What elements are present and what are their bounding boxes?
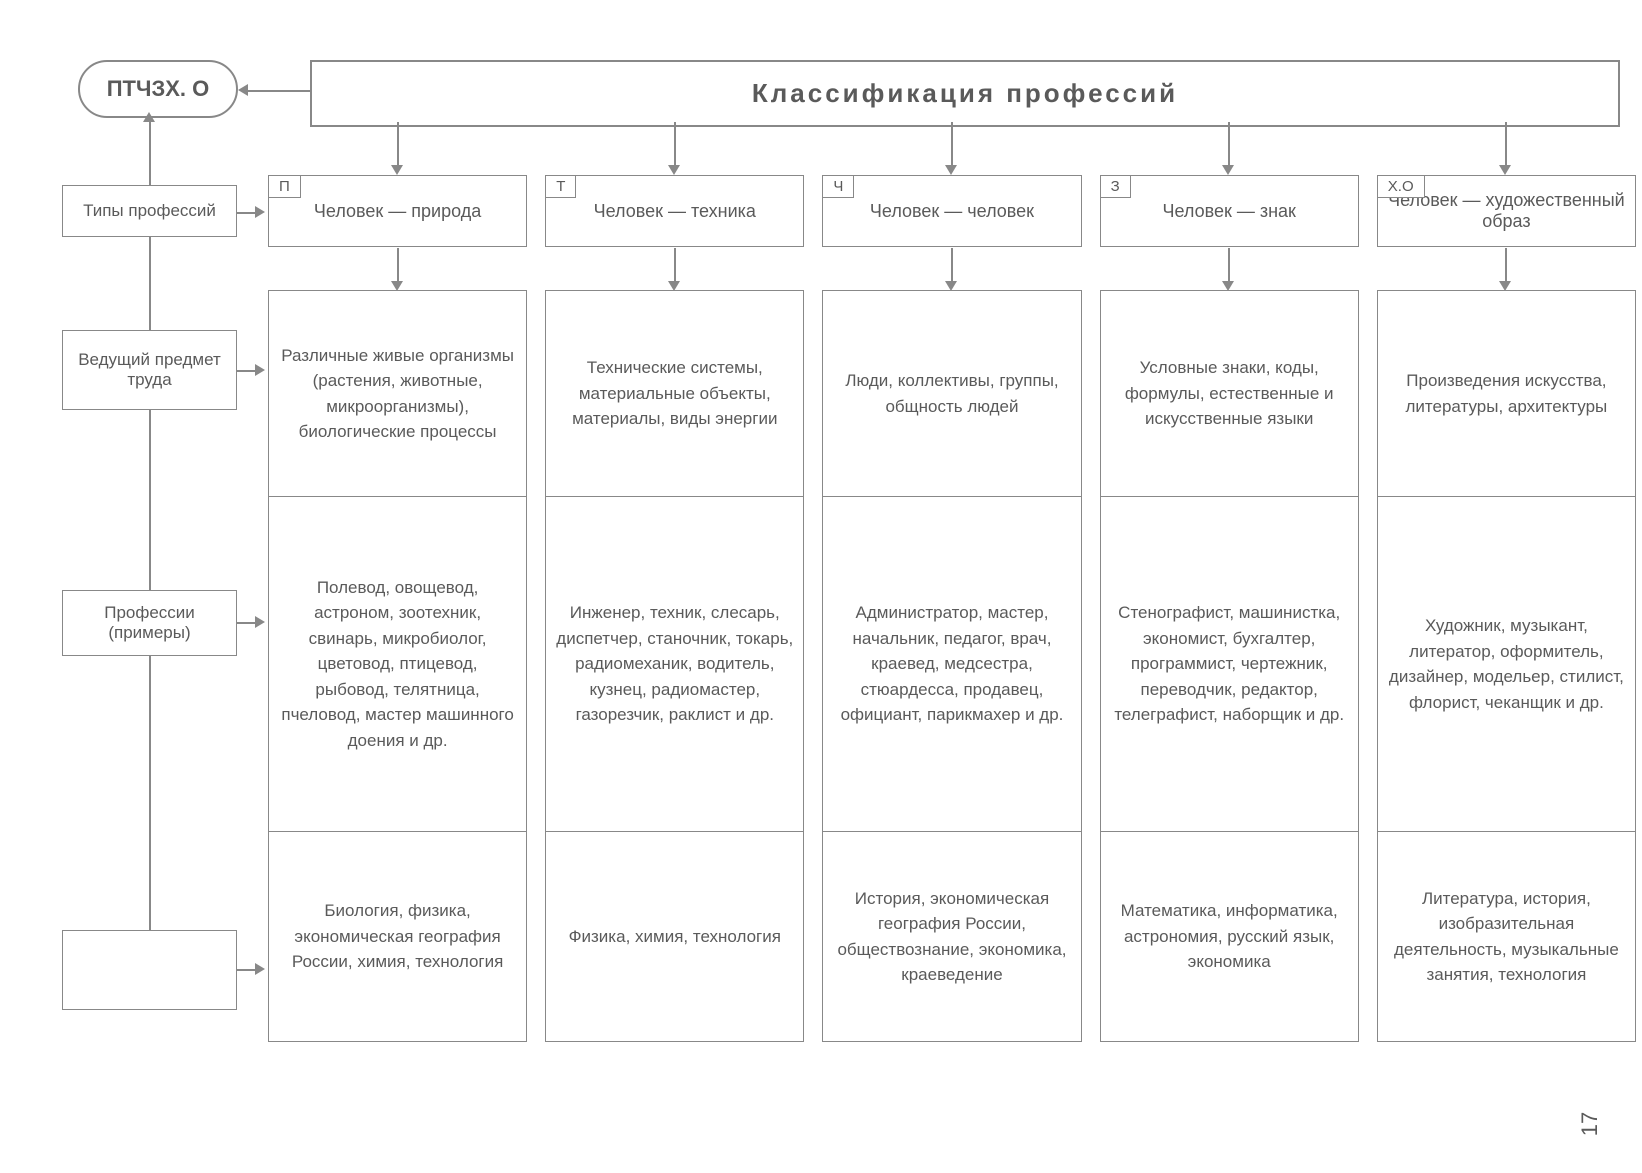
side-label-professions: Профессии (примеры) xyxy=(62,590,237,656)
professions-cell: Полевод, овощевод, астроном, зоотехник, … xyxy=(269,496,526,831)
arrow-icon xyxy=(1222,165,1234,175)
type-cell-z: З Человек — знак xyxy=(1100,175,1359,247)
type-cell-p: П Человек — природа xyxy=(268,175,527,247)
type-cell-xo: Х.О Человек — художественный образ xyxy=(1377,175,1636,247)
subject-cell: Произведения искусства, литературы, архи… xyxy=(1378,291,1635,496)
connector xyxy=(1505,248,1507,283)
subject-cell: Технические системы, материальные объект… xyxy=(546,291,803,496)
side-label-text: Типы профессий xyxy=(83,201,216,221)
side-label-types: Типы профессий xyxy=(62,185,237,237)
connector xyxy=(149,656,151,930)
type-tag: П xyxy=(268,175,301,198)
type-label: Человек — человек xyxy=(870,201,1034,222)
type-tag: Ч xyxy=(822,175,854,198)
type-cell-t: Т Человек — техника xyxy=(545,175,804,247)
professions-cell: Художник, музыкант, литератор, оформител… xyxy=(1378,496,1635,831)
connector xyxy=(397,248,399,283)
type-label: Человек — природа xyxy=(314,201,481,222)
content-grid: Различные живые организмы (растения, жив… xyxy=(268,290,1636,1042)
side-label-text: Профессии (примеры) xyxy=(75,603,224,643)
connector xyxy=(951,122,953,167)
type-tag: Т xyxy=(545,175,576,198)
school-cell: Математика, информатика, астрономия, рус… xyxy=(1101,831,1358,1041)
page-number: 17 xyxy=(1577,1112,1603,1136)
arrow-icon xyxy=(668,165,680,175)
connector xyxy=(237,370,257,372)
connector xyxy=(1228,248,1230,283)
classification-diagram: ПТЧЗХ. О Классификация профессий Типы пр… xyxy=(30,30,1612,1143)
type-row: П Человек — природа Т Человек — техника … xyxy=(268,175,1636,247)
connector xyxy=(397,122,399,167)
title-box: Классификация профессий xyxy=(310,60,1620,127)
connector xyxy=(248,90,310,92)
connector xyxy=(149,410,151,590)
arrow-icon xyxy=(255,364,265,376)
type-label: Человек — знак xyxy=(1162,201,1295,222)
connector xyxy=(1505,122,1507,167)
arrow-icon xyxy=(255,963,265,975)
connector xyxy=(674,122,676,167)
connector xyxy=(149,237,151,330)
side-label-text: Ведущий предмет труда xyxy=(75,350,224,390)
column-xo: Произведения искусства, литературы, архи… xyxy=(1377,290,1636,1042)
arrow-icon xyxy=(1499,165,1511,175)
code-text: ПТЧЗХ. О xyxy=(107,76,210,101)
arrow-icon xyxy=(391,165,403,175)
code-pill: ПТЧЗХ. О xyxy=(78,60,238,118)
column-z: Условные знаки, коды, формулы, естествен… xyxy=(1100,290,1359,1042)
connector xyxy=(1228,122,1230,167)
connector xyxy=(149,120,151,185)
type-label: Человек — техника xyxy=(594,201,756,222)
subject-cell: Различные живые организмы (растения, жив… xyxy=(269,291,526,496)
side-label-subject: Ведущий предмет труда xyxy=(62,330,237,410)
type-tag: Х.О xyxy=(1377,175,1425,198)
type-tag: З xyxy=(1100,175,1131,198)
connector xyxy=(237,969,257,971)
subject-cell: Люди, коллективы, группы, общность людей xyxy=(823,291,1080,496)
column-ch: Люди, коллективы, группы, общность людей… xyxy=(822,290,1081,1042)
professions-cell: Стенографист, машинистка, экономист, бух… xyxy=(1101,496,1358,831)
connector xyxy=(237,212,257,214)
school-cell: Физика, химия, технология xyxy=(546,831,803,1041)
side-label-school xyxy=(62,930,237,1010)
type-cell-ch: Ч Человек — человек xyxy=(822,175,1081,247)
connector xyxy=(674,248,676,283)
professions-cell: Администратор, мастер, начальник, педаго… xyxy=(823,496,1080,831)
arrow-icon xyxy=(945,165,957,175)
arrow-icon xyxy=(143,112,155,122)
school-cell: Биология, физика, экономическая географи… xyxy=(269,831,526,1041)
subject-cell: Условные знаки, коды, формулы, естествен… xyxy=(1101,291,1358,496)
professions-cell: Инженер, техник, слесарь, диспетчер, ста… xyxy=(546,496,803,831)
connector xyxy=(951,248,953,283)
connector xyxy=(237,622,257,624)
column-p: Различные живые организмы (растения, жив… xyxy=(268,290,527,1042)
column-t: Технические системы, материальные объект… xyxy=(545,290,804,1042)
arrow-icon xyxy=(238,84,248,96)
page-title: Классификация профессий xyxy=(752,78,1178,108)
arrow-icon xyxy=(255,616,265,628)
arrow-icon xyxy=(255,206,265,218)
school-cell: Литература, история, изобразительная дея… xyxy=(1378,831,1635,1041)
school-cell: История, экономическая география России,… xyxy=(823,831,1080,1041)
